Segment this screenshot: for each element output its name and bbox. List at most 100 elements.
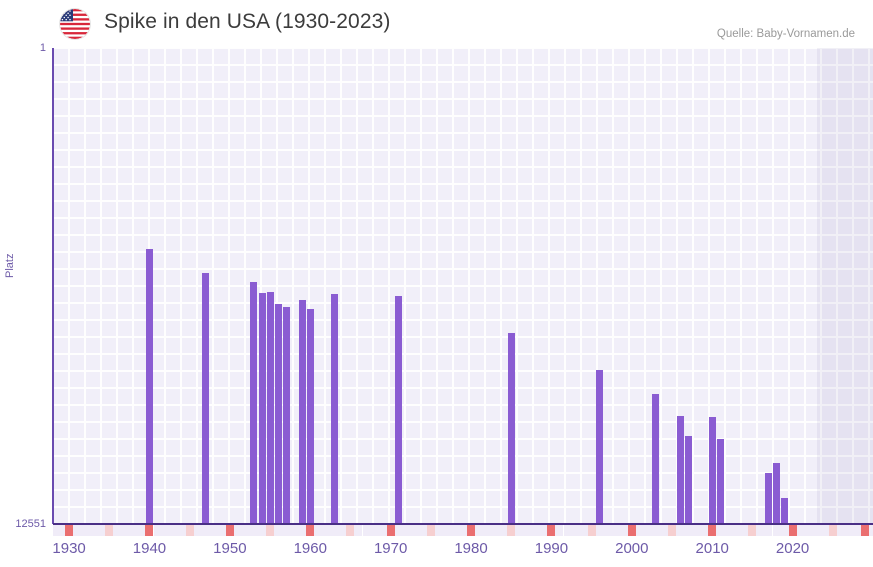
marker-cell xyxy=(820,525,829,536)
bar[interactable] xyxy=(258,293,266,524)
x-axis-line xyxy=(53,523,873,525)
marker-cell xyxy=(483,525,492,536)
marker-cell xyxy=(314,525,323,536)
marker-cell xyxy=(659,525,668,536)
x-axis-tick-1990: 1990 xyxy=(534,540,569,557)
marker-cell xyxy=(860,525,869,536)
y-axis-title: Platz xyxy=(4,253,16,278)
bar[interactable] xyxy=(330,294,338,524)
bar[interactable] xyxy=(395,296,403,524)
marker-cell xyxy=(290,525,299,536)
marker-cell xyxy=(378,525,387,536)
x-axis-tick-1960: 1960 xyxy=(293,540,327,557)
x-axis-tick-1950: 1950 xyxy=(213,540,247,557)
marker-cell xyxy=(266,525,275,536)
marker-cell xyxy=(426,525,435,536)
marker-cell xyxy=(201,525,210,536)
marker-cell xyxy=(298,525,307,536)
bar[interactable] xyxy=(708,417,716,524)
marker-cell xyxy=(499,525,508,536)
marker-cell xyxy=(73,525,82,536)
bar[interactable] xyxy=(716,439,724,524)
marker-cell xyxy=(507,525,516,536)
marker-cell xyxy=(282,525,291,536)
marker-cell xyxy=(233,525,242,536)
marker-cell xyxy=(828,525,837,536)
marker-cell xyxy=(306,525,315,536)
marker-cell xyxy=(459,525,467,536)
marker-cell xyxy=(249,525,258,536)
marker-cell xyxy=(475,525,484,536)
marker-cell xyxy=(121,525,130,536)
bar[interactable] xyxy=(282,306,290,524)
marker-cell xyxy=(185,525,194,536)
x-axis-tick-1980: 1980 xyxy=(454,540,488,557)
chart-gridlines xyxy=(53,48,873,524)
marker-cell xyxy=(852,525,861,536)
marker-cell xyxy=(708,525,717,536)
marker-cell xyxy=(434,525,443,536)
x-axis-tick-2010: 2010 xyxy=(695,540,729,557)
chart-header: Spike in den USA (1930-2023) Quelle: Bab… xyxy=(0,0,873,48)
marker-cell xyxy=(587,525,596,536)
marker-cell xyxy=(836,525,845,536)
bar[interactable] xyxy=(596,369,604,524)
marker-cell xyxy=(643,525,652,536)
bar[interactable] xyxy=(274,303,282,524)
marker-cell xyxy=(145,525,154,536)
marker-cell xyxy=(386,525,395,536)
bar[interactable] xyxy=(764,473,772,524)
marker-cell xyxy=(547,525,556,536)
marker-cell xyxy=(764,525,773,536)
marker-cell xyxy=(716,525,725,536)
marker-cell xyxy=(635,525,644,536)
marker-cell xyxy=(523,525,532,536)
marker-cell xyxy=(338,525,347,536)
marker-cell xyxy=(169,525,178,536)
marker-cell xyxy=(563,525,572,536)
bar[interactable] xyxy=(507,332,515,524)
bar[interactable] xyxy=(250,282,258,524)
marker-cell xyxy=(756,525,765,536)
bar[interactable] xyxy=(773,462,781,524)
marker-cell xyxy=(129,525,138,536)
x-axis-tick-1970: 1970 xyxy=(373,540,408,557)
marker-cell xyxy=(571,525,580,536)
marker-cell xyxy=(796,525,805,536)
marker-cell xyxy=(595,525,604,536)
marker-cell xyxy=(579,525,588,536)
marker-cell xyxy=(161,525,170,536)
marker-cell xyxy=(844,525,853,536)
marker-cell xyxy=(692,525,701,536)
marker-cell xyxy=(330,525,339,536)
bar[interactable] xyxy=(676,415,684,524)
marker-cell xyxy=(651,525,660,536)
bar[interactable] xyxy=(298,300,306,524)
x-axis-tick-2000: 2000 xyxy=(615,540,649,557)
marker-cell xyxy=(555,525,564,536)
marker-cell xyxy=(668,525,677,536)
bar[interactable] xyxy=(652,393,660,524)
marker-cell xyxy=(370,525,379,536)
bar[interactable] xyxy=(145,248,153,524)
marker-cell xyxy=(97,525,106,536)
marker-cell xyxy=(394,525,403,536)
bar[interactable] xyxy=(781,497,789,524)
decade-marker-strip xyxy=(53,525,873,536)
bar[interactable] xyxy=(202,273,210,524)
future-shaded-region xyxy=(816,48,873,524)
y-axis-tick-top: 1 xyxy=(39,42,46,54)
marker-cell xyxy=(346,525,355,536)
marker-cell xyxy=(225,525,234,536)
marker-cell xyxy=(153,525,162,536)
marker-cell xyxy=(402,525,411,536)
marker-cell xyxy=(322,525,331,536)
bar[interactable] xyxy=(266,292,274,524)
marker-cell xyxy=(740,525,749,536)
marker-cell xyxy=(700,525,709,536)
marker-cell xyxy=(177,525,186,536)
bar[interactable] xyxy=(684,435,692,524)
bar[interactable] xyxy=(306,308,314,524)
marker-cell xyxy=(515,525,524,536)
marker-cell xyxy=(217,525,226,536)
